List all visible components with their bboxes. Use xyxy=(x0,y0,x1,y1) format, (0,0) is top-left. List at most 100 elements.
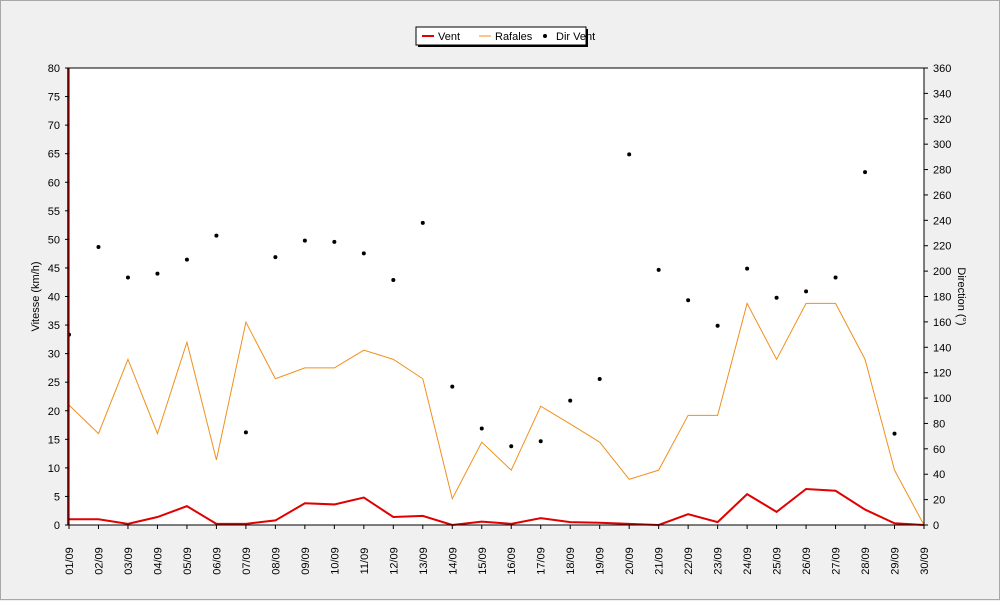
series-point-dir-vent xyxy=(96,244,101,249)
y-right-tick-label: 80 xyxy=(933,418,945,430)
y-axis-left-title: Vitesse (km/h) xyxy=(30,261,42,331)
y-left-tick-label: 20 xyxy=(48,406,60,418)
series-point-dir-vent xyxy=(184,257,189,262)
y-right-tick-label: 60 xyxy=(933,444,945,456)
x-tick-label: 03/09 xyxy=(123,547,135,575)
series-line-rafales xyxy=(68,301,925,526)
x-tick-label: 18/09 xyxy=(565,547,577,575)
y-right-tick-label: 220 xyxy=(933,241,951,253)
x-tick-label: 21/09 xyxy=(654,547,666,575)
y-right-tick-label: 300 xyxy=(933,139,951,151)
y-axis-right-title: Direction (°) xyxy=(955,267,967,325)
plot-area xyxy=(69,68,924,525)
y-right-tick-label: 360 xyxy=(933,63,951,75)
x-tick-label: 22/09 xyxy=(683,547,695,575)
series-point-dir-vent xyxy=(804,289,809,294)
series-point-dir-vent xyxy=(863,170,868,175)
series-point-dir-vent xyxy=(774,295,779,300)
y-left-tick-label: 0 xyxy=(54,520,60,532)
series-point-dir-vent xyxy=(538,439,543,444)
legend-label: Vent xyxy=(438,31,460,43)
series-point-dir-vent xyxy=(686,298,691,303)
y-right-tick-label: 200 xyxy=(933,266,951,278)
y-right-tick-label: 240 xyxy=(933,215,951,227)
y-right-tick-label: 320 xyxy=(933,114,951,126)
series-point-dir-vent xyxy=(568,398,573,403)
x-tick-label: 07/09 xyxy=(241,547,253,575)
x-tick-label: 17/09 xyxy=(536,547,548,575)
series-point-dir-vent xyxy=(450,384,455,389)
x-tick-label: 08/09 xyxy=(270,547,282,575)
y-left-tick-label: 55 xyxy=(48,206,60,218)
series-point-dir-vent xyxy=(656,267,661,272)
series-point-dir-vent xyxy=(892,431,897,436)
y-left-tick-label: 75 xyxy=(48,92,60,104)
series-point-dir-vent xyxy=(420,220,425,225)
x-tick-label: 19/09 xyxy=(595,547,607,575)
y-left-tick-label: 15 xyxy=(48,434,60,446)
y-left-tick-label: 30 xyxy=(48,349,60,361)
y-right-tick-label: 280 xyxy=(933,165,951,177)
x-tick-label: 12/09 xyxy=(388,547,400,575)
y-left-tick-label: 50 xyxy=(48,234,60,246)
series-point-dir-vent xyxy=(833,275,838,280)
series-point-dir-vent xyxy=(715,323,720,328)
axes-layer: 0 5 10 15 20 25 30 35 40 45 50 55 60 65 70 75 80 0 20 40 60 8… xyxy=(30,63,967,575)
y-left-tick-label: 80 xyxy=(48,63,60,75)
series-point-dir-vent xyxy=(214,233,219,238)
x-tick-label: 01/09 xyxy=(64,547,76,575)
x-tick-label: 20/09 xyxy=(624,547,636,575)
series-point-dir-vent xyxy=(155,271,160,276)
x-tick-label: 14/09 xyxy=(447,547,459,575)
y-right-tick-label: 140 xyxy=(933,342,951,354)
y-left-tick-label: 10 xyxy=(48,463,60,475)
series-point-dir-vent xyxy=(597,377,602,382)
x-tick-label: 26/09 xyxy=(801,547,813,575)
y-left-tick-label: 5 xyxy=(54,491,60,503)
series-point-dir-vent xyxy=(391,277,396,282)
x-tick-label: 24/09 xyxy=(742,547,754,575)
y-right-tick-label: 340 xyxy=(933,88,951,100)
y-left-tick-label: 65 xyxy=(48,149,60,161)
series-point-dir-vent xyxy=(361,251,366,256)
y-right-tick-label: 180 xyxy=(933,292,951,304)
y-left-tick-label: 60 xyxy=(48,177,60,189)
series-point-dir-vent xyxy=(273,255,278,260)
y-right-tick-label: 0 xyxy=(933,520,939,532)
y-right-tick-label: 40 xyxy=(933,469,945,481)
y-right-tick-label: 20 xyxy=(933,495,945,507)
series-line-vent xyxy=(69,487,925,527)
y-left-tick-label: 25 xyxy=(48,377,60,389)
x-tick-label: 30/09 xyxy=(919,547,931,575)
legend: Vent Rafales Dir Vent xyxy=(415,26,595,47)
x-tick-label: 11/09 xyxy=(359,548,371,575)
x-tick-label: 23/09 xyxy=(713,547,725,575)
series-point-dir-vent xyxy=(627,152,632,157)
plot-background xyxy=(69,68,924,525)
x-tick-label: 06/09 xyxy=(211,547,223,575)
y-right-tick-label: 260 xyxy=(933,190,951,202)
x-tick-label: 16/09 xyxy=(506,547,518,575)
legend-box xyxy=(415,26,587,46)
legend-swatch xyxy=(543,34,547,38)
series-point-dir-vent xyxy=(243,430,248,435)
series-point-dir-vent xyxy=(125,275,130,280)
x-tick-label: 29/09 xyxy=(890,547,902,575)
y-left-tick-label: 45 xyxy=(48,263,60,275)
x-tick-label: 04/09 xyxy=(152,547,164,575)
series-point-dir-vent xyxy=(745,266,750,271)
legend-label: Rafales xyxy=(495,31,533,43)
x-tick-label: 09/09 xyxy=(300,547,312,575)
y-right-tick-label: 160 xyxy=(933,317,951,329)
y-left-tick-label: 40 xyxy=(48,292,60,304)
y-right-tick-label: 100 xyxy=(933,393,951,405)
x-tick-label: 02/09 xyxy=(93,547,105,575)
series-point-dir-vent xyxy=(479,426,484,431)
y-left-tick-label: 35 xyxy=(48,320,60,332)
x-tick-label: 13/09 xyxy=(418,547,430,575)
series-point-dir-vent xyxy=(302,238,307,243)
x-tick-label: 28/09 xyxy=(860,547,872,575)
x-tick-label: 27/09 xyxy=(831,547,843,575)
y-left-tick-label: 70 xyxy=(48,120,60,132)
